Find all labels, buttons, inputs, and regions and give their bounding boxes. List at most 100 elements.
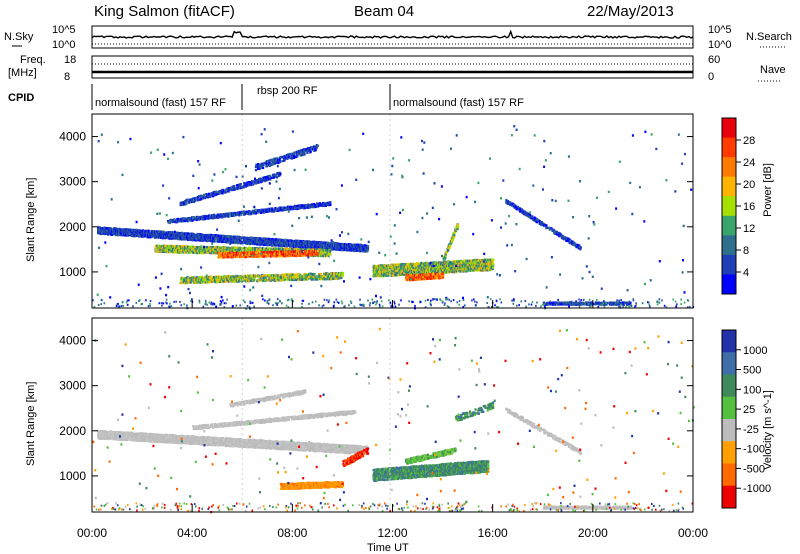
data-cell (366, 246, 370, 250)
data-cell (267, 243, 270, 247)
data-cell (192, 245, 195, 249)
data-cell (227, 241, 230, 244)
data-cell (168, 235, 171, 238)
data-cell (98, 228, 101, 231)
data-cell (239, 183, 242, 186)
data-cell (177, 236, 180, 239)
data-cell (364, 244, 367, 247)
data-cell (310, 240, 313, 244)
data-cell (232, 239, 235, 242)
data-cell (209, 275, 212, 278)
data-cell (325, 249, 328, 252)
beam-title: Beam 04 (354, 3, 414, 20)
data-cell (218, 250, 221, 253)
nave-tick-top: 60 (708, 54, 720, 66)
data-cell (306, 246, 309, 249)
data-cell (198, 249, 201, 253)
data-cell (216, 236, 219, 240)
data-cell (278, 255, 281, 258)
data-cell (147, 229, 150, 233)
data-cell (366, 248, 370, 251)
data-cell (189, 281, 192, 284)
data-cell (168, 244, 171, 248)
data-cell (228, 247, 231, 250)
data-cell (252, 183, 255, 186)
data-cell (169, 250, 172, 254)
data-cell (316, 249, 319, 253)
data-cell (161, 250, 164, 253)
data-cell (313, 272, 316, 276)
data-cell (233, 185, 236, 188)
cpid-segment-3: normalsound (fast) 157 RF (393, 97, 524, 109)
data-cell (280, 241, 283, 244)
nsky-trace (91, 29, 694, 39)
data-cell (200, 245, 203, 248)
data-cell (284, 276, 287, 279)
data-cell (211, 246, 215, 249)
data-cell (247, 238, 250, 242)
data-cell (220, 255, 223, 259)
data-cell (225, 250, 228, 253)
data-cell (209, 251, 212, 255)
data-cell (177, 232, 180, 235)
noise-right-tick-top: 10^5 (708, 24, 732, 36)
data-cell (266, 251, 269, 254)
data-cell (328, 242, 331, 245)
data-cell (169, 246, 172, 250)
data-cell (165, 244, 168, 247)
noise-left-tick-top: 10^5 (52, 24, 76, 36)
cpid-segment-2: rbsp 200 RF (257, 85, 318, 97)
data-cell (117, 233, 120, 237)
data-cell (160, 247, 163, 250)
data-cell (220, 238, 223, 241)
data-cell (142, 233, 145, 236)
freq-tick-bottom: 8 (64, 71, 70, 83)
data-cell (288, 252, 291, 256)
data-cell (256, 237, 259, 240)
data-cell (366, 244, 370, 248)
data-cell (241, 252, 244, 255)
data-cell (254, 252, 257, 256)
data-cell (251, 251, 254, 254)
data-cell (151, 234, 154, 237)
data-cell (241, 236, 244, 239)
data-cell (155, 250, 158, 253)
data-cell (187, 245, 190, 249)
data-cell (246, 255, 249, 258)
data-cell (97, 230, 100, 233)
data-cell (123, 230, 126, 233)
data-cell (203, 251, 206, 254)
data-cell (233, 252, 236, 255)
data-cell (241, 247, 244, 250)
data-cell (243, 246, 246, 250)
data-cell (188, 249, 191, 252)
data-cell (265, 252, 268, 256)
data-cell (316, 252, 319, 255)
noise-left-tick-bottom: 10^0 (52, 39, 76, 51)
data-cell (290, 247, 294, 251)
data-cell (194, 246, 197, 249)
data-cell (250, 251, 253, 254)
data-cell (254, 168, 257, 172)
data-cell (129, 232, 132, 235)
data-cell (181, 231, 184, 235)
data-cell (329, 253, 332, 256)
data-cell (275, 244, 278, 247)
nave-label: Nave (760, 64, 786, 76)
data-cell (251, 239, 254, 242)
data-cell (160, 230, 163, 234)
data-cell (200, 251, 203, 255)
data-cell (330, 242, 333, 245)
data-cell (250, 247, 253, 250)
data-cell (340, 276, 343, 280)
data-cell (97, 231, 100, 235)
data-cell (123, 232, 126, 235)
data-cell (287, 248, 290, 251)
data-cell (251, 240, 254, 243)
data-cell (271, 254, 274, 257)
data-cell (234, 246, 237, 250)
data-cell (253, 247, 256, 250)
data-cell (239, 248, 242, 251)
data-cell (167, 246, 170, 250)
data-cell (262, 243, 265, 247)
